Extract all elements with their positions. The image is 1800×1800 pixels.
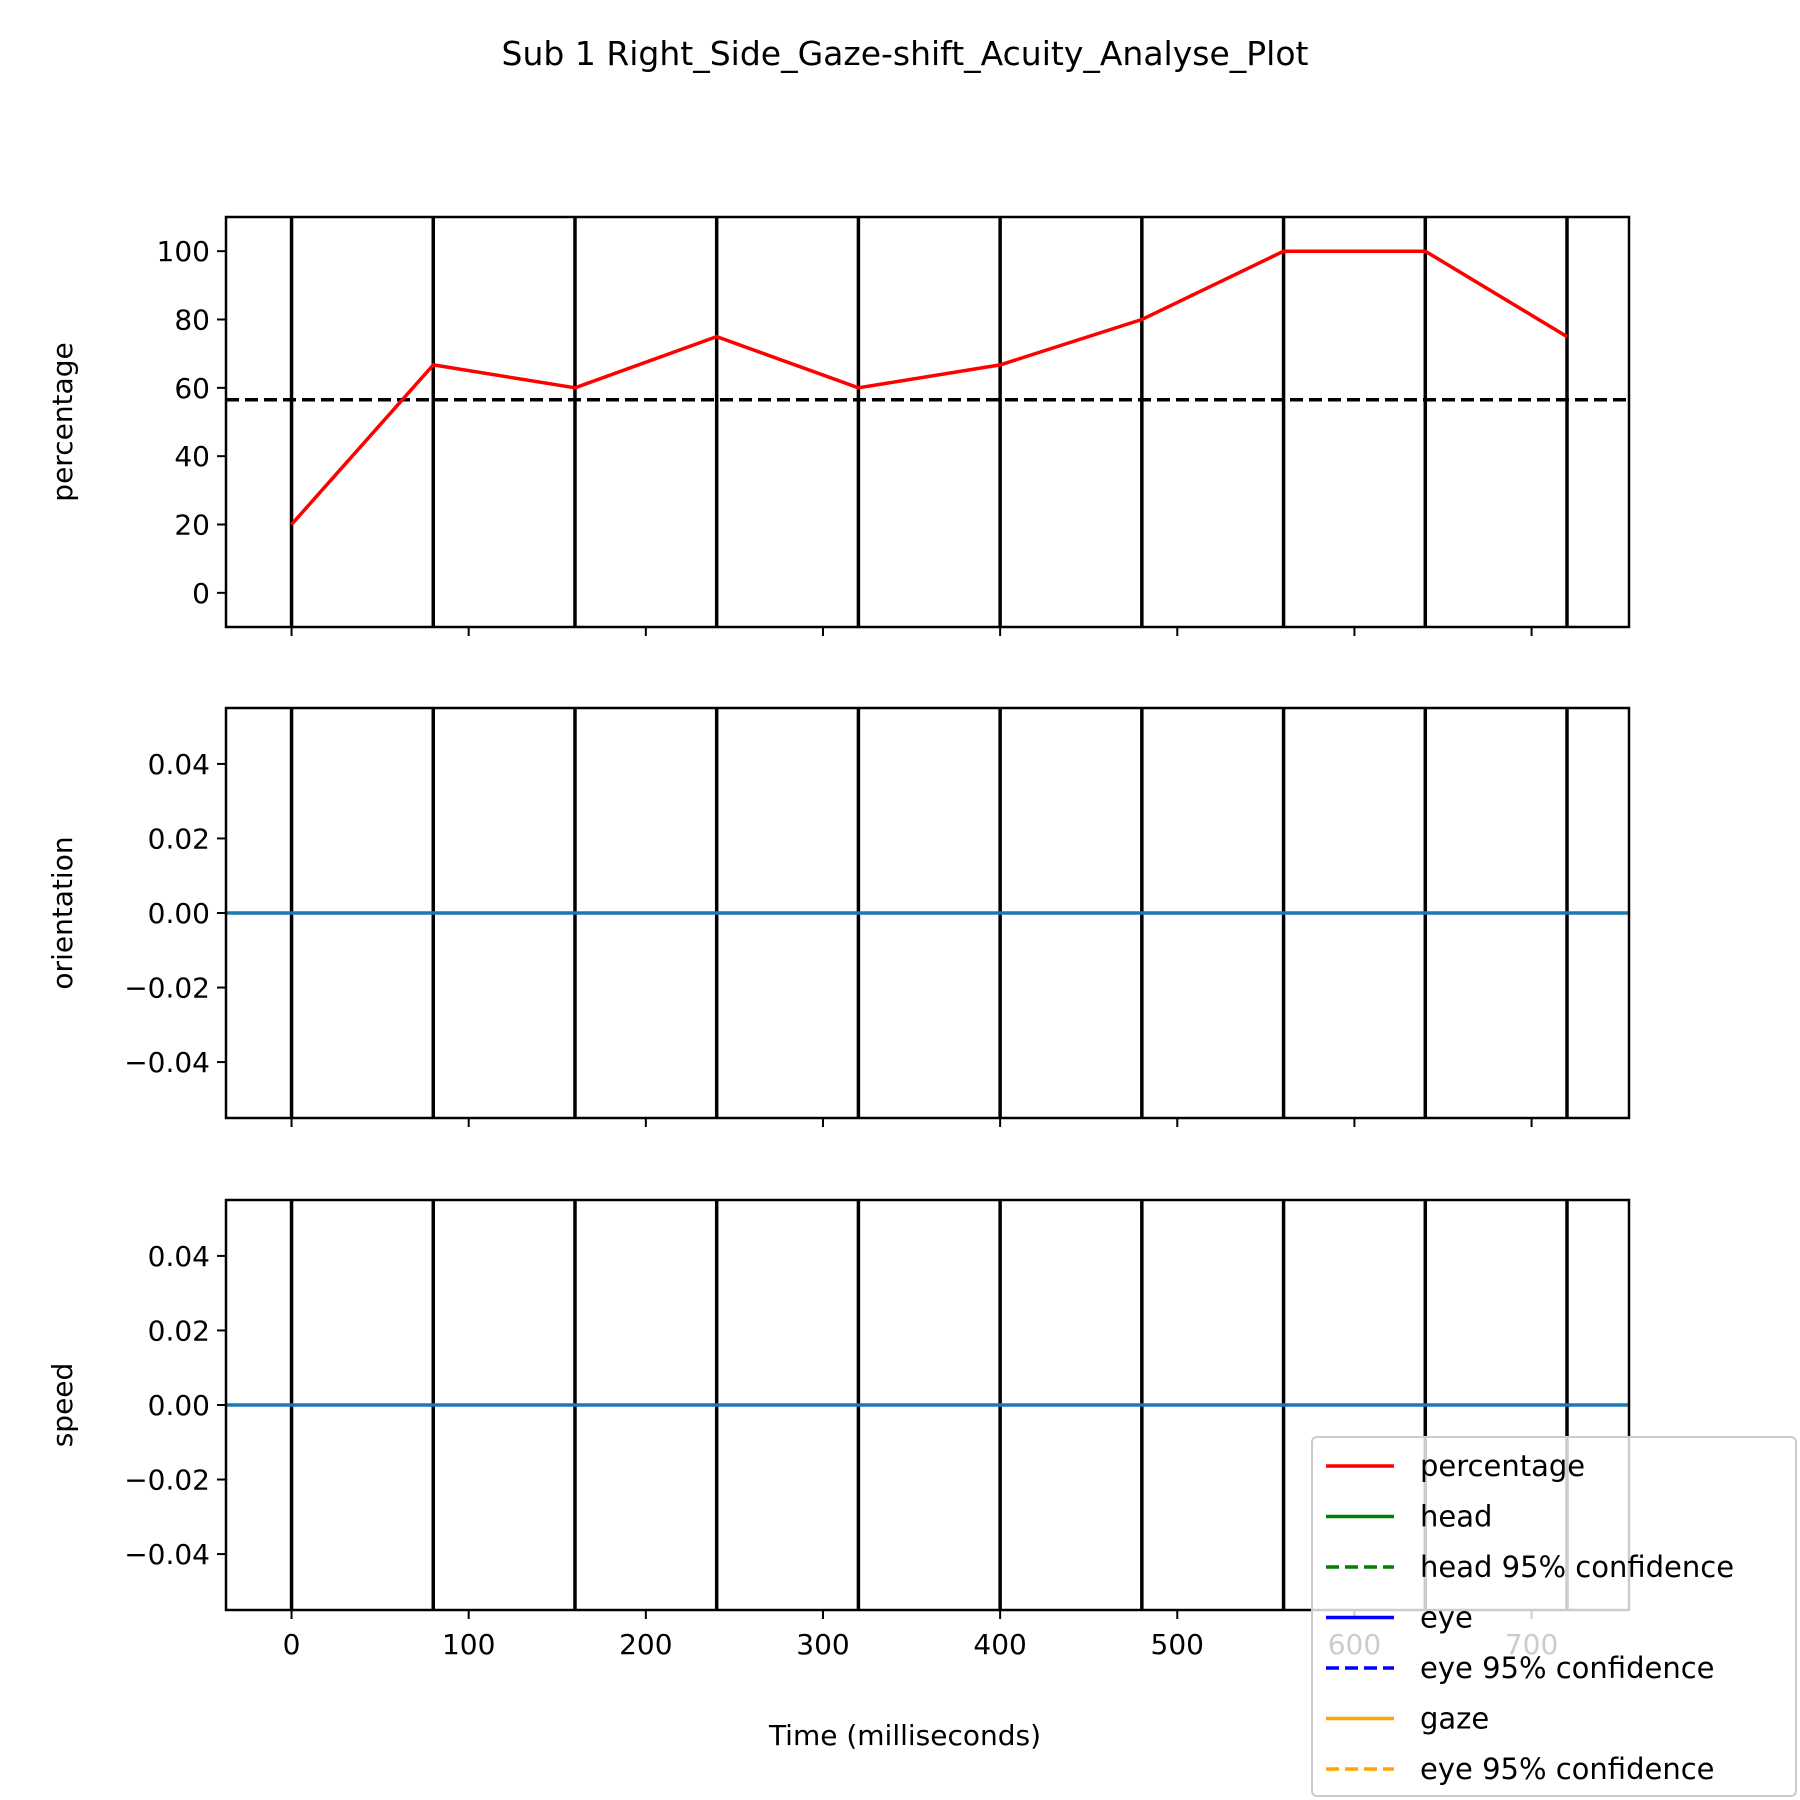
x-axis-label: Time (milliseconds) [768, 1719, 1041, 1752]
axes-frame [224, 215, 1631, 629]
y-tick-label: −0.04 [124, 1538, 210, 1571]
y-tick-label: −0.02 [124, 1464, 210, 1497]
legend-label: eye [1420, 1601, 1473, 1635]
y-axis-label: speed [46, 1363, 79, 1448]
y-tick-label: 0.04 [148, 748, 210, 781]
legend-label: percentage [1420, 1449, 1585, 1483]
panel-plot-area [226, 708, 1629, 1118]
legend-label: eye 95% confidence [1420, 1752, 1715, 1786]
panel-plot-area [226, 217, 1629, 627]
x-tick-label: 400 [973, 1628, 1026, 1661]
panel-percentage: 0 20 40 60 80 100 percentage [46, 215, 1631, 636]
y-tick-label: 60 [174, 372, 210, 405]
x-tick-label: 500 [1151, 1628, 1204, 1661]
series-line-percentage [290, 249, 1568, 526]
y-tick-label: 0.02 [148, 822, 210, 855]
y-tick-label: 100 [157, 235, 210, 268]
legend-label: eye 95% confidence [1420, 1651, 1715, 1685]
figure-title: Sub 1 Right_Side_Gaze-shift_Acuity_Analy… [502, 34, 1309, 73]
y-tick-label: 0.00 [148, 897, 210, 930]
legend-box [1311, 1436, 1797, 1797]
panel-speed: 0.040.020.00−0.02−0.04010020030040050060… [46, 1198, 1631, 1661]
panels: 0 20 40 60 80 100 percentage 0.04 0.02 0.00 −0.02 −… [46, 215, 1631, 1661]
y-tick-label: 40 [174, 440, 210, 473]
panel-orientation: 0.04 0.02 0.00 −0.02 −0.04 orientation [46, 706, 1631, 1127]
x-tick-label: 200 [619, 1628, 672, 1661]
y-tick-label: −0.02 [124, 972, 210, 1005]
y-tick-label: 0.00 [148, 1389, 210, 1422]
y-tick-label: 0.04 [148, 1240, 210, 1273]
x-tick-label: 0 [283, 1628, 301, 1661]
y-tick-label: 80 [174, 304, 210, 337]
y-tick-label: −0.04 [124, 1046, 210, 1079]
legend-label: head [1420, 1500, 1492, 1534]
y-tick-label: 0 [192, 577, 210, 610]
x-tick-label: 300 [796, 1628, 849, 1661]
x-tick-label: 100 [442, 1628, 495, 1661]
y-axis-label: orientation [46, 836, 79, 989]
legend-label: head 95% confidence [1420, 1550, 1734, 1584]
legend-label: gaze [1420, 1702, 1489, 1736]
y-axis-label: percentage [46, 342, 79, 501]
y-tick-label: 0.02 [148, 1314, 210, 1347]
y-tick-label: 20 [174, 509, 210, 542]
legend: percentage head head 95% confidence eye eye … [1311, 1436, 1797, 1797]
